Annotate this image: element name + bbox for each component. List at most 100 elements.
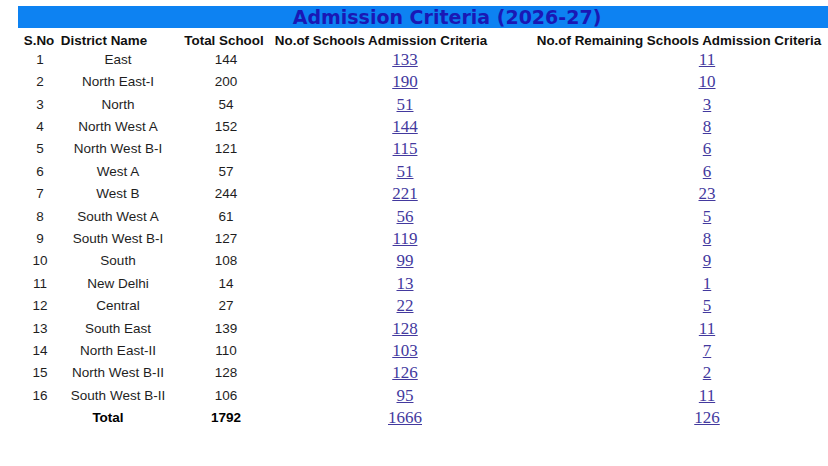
remaining-schools-criteria-link[interactable]: 11 — [699, 385, 715, 407]
total-school-cell: 128 — [215, 362, 238, 384]
page: { "title": "Admission Criteria (2026-27)… — [0, 0, 828, 466]
schools-admission-criteria-link[interactable]: 190 — [392, 71, 418, 93]
sno-cell: 8 — [36, 206, 44, 228]
remaining-schools-criteria-total-link[interactable]: 126 — [694, 407, 720, 429]
total-label: Total — [92, 407, 123, 429]
table-row: 10South108999 — [0, 250, 828, 272]
district-name-cell: South West B-I — [73, 228, 164, 250]
sno-cell: 2 — [36, 71, 44, 93]
total-school-cell: 108 — [215, 250, 238, 272]
district-name-cell: North East-I — [82, 71, 154, 93]
total-school-cell: 127 — [215, 228, 238, 250]
sno-cell: 13 — [32, 318, 47, 340]
remaining-schools-criteria-link[interactable]: 8 — [703, 116, 712, 138]
total-school-sum: 1792 — [211, 407, 241, 429]
district-name-cell: North West A — [78, 116, 157, 138]
sno-cell: 6 — [36, 161, 44, 183]
total-school-cell: 57 — [218, 161, 233, 183]
sno-cell: 5 — [36, 138, 44, 160]
table-row: 12Central27225 — [0, 295, 828, 317]
total-school-cell: 144 — [215, 49, 238, 71]
sno-cell: 16 — [32, 385, 47, 407]
total-school-cell: 139 — [215, 318, 238, 340]
total-school-cell: 200 — [215, 71, 238, 93]
table-row: 11 New Delhi 14 13 1 — [0, 273, 828, 295]
remaining-schools-criteria-link[interactable]: 2 — [703, 362, 712, 384]
schools-admission-criteria-link[interactable]: 13 — [397, 273, 414, 295]
remaining-schools-criteria-link[interactable]: 1 — [703, 273, 712, 295]
district-name-cell: West B — [96, 183, 139, 205]
schools-admission-criteria-link[interactable]: 126 — [392, 362, 418, 384]
total-school-cell: 106 — [215, 385, 238, 407]
total-school-cell: 121 — [215, 138, 238, 160]
schools-admission-criteria-link[interactable]: 144 — [392, 116, 418, 138]
schools-admission-criteria-link[interactable]: 56 — [397, 206, 414, 228]
table-row: 3 North 54 51 3 — [0, 94, 828, 116]
table-row: 16 South West B-II 106 95 11 — [0, 385, 828, 407]
column-header-sno: S.No — [24, 33, 55, 48]
table-row: 14North East-II1101037 — [0, 340, 828, 362]
schools-admission-criteria-link[interactable]: 95 — [397, 385, 414, 407]
total-school-cell: 27 — [218, 295, 233, 317]
schools-admission-criteria-link[interactable]: 128 — [392, 318, 418, 340]
sno-cell: 7 — [36, 183, 44, 205]
total-row: Total 1792 1666 126 — [0, 407, 828, 429]
total-school-cell: 54 — [218, 94, 233, 116]
sno-cell: 3 — [36, 94, 44, 116]
total-school-cell: 61 — [218, 206, 233, 228]
schools-admission-criteria-link[interactable]: 119 — [393, 228, 418, 250]
sno-cell: 4 — [36, 116, 44, 138]
remaining-schools-criteria-link[interactable]: 6 — [703, 138, 712, 160]
district-name-cell: South — [100, 250, 135, 272]
table-row: 8South West A61565 — [0, 206, 828, 228]
district-name-cell: North — [101, 94, 134, 116]
remaining-schools-criteria-link[interactable]: 11 — [699, 49, 715, 71]
column-header-schools-admission-criteria: No.of Schools Admission Criteria — [275, 33, 487, 48]
remaining-schools-criteria-link[interactable]: 5 — [703, 206, 712, 228]
column-header-total-school: Total School — [184, 33, 263, 48]
district-name-cell: New Delhi — [87, 273, 149, 295]
sno-cell: 9 — [36, 228, 44, 250]
table-row: 7 West B 244 221 23 — [0, 183, 828, 205]
remaining-schools-criteria-link[interactable]: 7 — [703, 340, 712, 362]
schools-admission-criteria-link[interactable]: 51 — [397, 94, 414, 116]
table-row: 4 North West A 152 144 8 — [0, 116, 828, 138]
sno-cell: 14 — [32, 340, 47, 362]
sno-cell: 11 — [33, 273, 47, 295]
table-row: 2 North East-I 200 190 10 — [0, 71, 828, 93]
remaining-schools-criteria-link[interactable]: 23 — [699, 183, 716, 205]
page-title: Admission Criteria (2026-27) — [293, 6, 602, 28]
remaining-schools-criteria-link[interactable]: 6 — [703, 161, 712, 183]
schools-admission-criteria-link[interactable]: 99 — [397, 250, 414, 272]
total-school-cell: 152 — [215, 116, 238, 138]
schools-admission-criteria-total-link[interactable]: 1666 — [388, 407, 422, 429]
remaining-schools-criteria-link[interactable]: 8 — [703, 228, 712, 250]
district-name-cell: North East-II — [80, 340, 156, 362]
total-school-cell: 14 — [218, 273, 233, 295]
district-name-cell: Central — [96, 295, 140, 317]
sno-cell: 1 — [36, 49, 44, 71]
title-bar: Admission Criteria (2026-27) — [18, 6, 828, 28]
schools-admission-criteria-link[interactable]: 133 — [392, 49, 418, 71]
schools-admission-criteria-link[interactable]: 51 — [397, 161, 414, 183]
schools-admission-criteria-link[interactable]: 103 — [392, 340, 418, 362]
remaining-schools-criteria-link[interactable]: 5 — [703, 295, 712, 317]
district-name-cell: North West B-II — [72, 362, 164, 384]
remaining-schools-criteria-link[interactable]: 3 — [703, 94, 712, 116]
district-name-cell: South West B-II — [71, 385, 165, 407]
table-row: 15 North West B-II 128 126 2 — [0, 362, 828, 384]
schools-admission-criteria-link[interactable]: 221 — [392, 183, 418, 205]
total-school-cell: 244 — [215, 183, 238, 205]
remaining-schools-criteria-link[interactable]: 10 — [699, 71, 716, 93]
table-row: 5 North West B-I 121 115 6 — [0, 138, 828, 160]
schools-admission-criteria-link[interactable]: 22 — [397, 295, 414, 317]
sno-cell: 15 — [32, 362, 47, 384]
remaining-schools-criteria-link[interactable]: 9 — [703, 250, 712, 272]
remaining-schools-criteria-link[interactable]: 11 — [699, 318, 715, 340]
sno-cell: 10 — [32, 250, 47, 272]
district-name-cell: North West B-I — [74, 138, 162, 160]
schools-admission-criteria-link[interactable]: 115 — [393, 138, 418, 160]
table-row: 6West A57516 — [0, 161, 828, 183]
table-row: 1East14413311 — [0, 49, 828, 71]
table-row: 13South East13912811 — [0, 318, 828, 340]
